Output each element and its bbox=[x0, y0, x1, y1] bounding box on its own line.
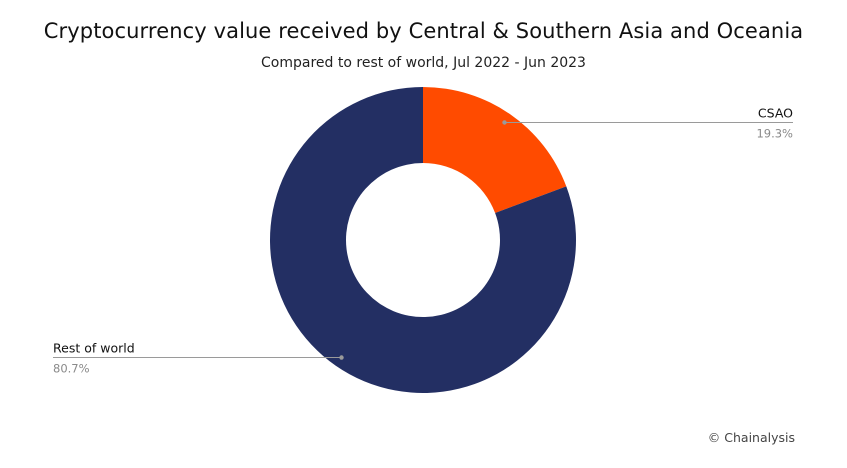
pie-slice-csao bbox=[423, 87, 567, 214]
chart-title: Cryptocurrency value received by Central… bbox=[43, 19, 804, 43]
slice-label-csao: CSAO bbox=[758, 105, 793, 120]
pie-slice-rest-of-world bbox=[269, 87, 576, 393]
leader-dot-rest-of-world bbox=[339, 355, 344, 360]
leader-dot-csao bbox=[502, 120, 507, 125]
slice-label-rest-of-world: Rest of world bbox=[53, 341, 135, 356]
chainalysis-credit: © Chainalysis bbox=[707, 430, 795, 445]
slice-value-csao: 19.3% bbox=[756, 126, 793, 140]
chart-subtitle: Compared to rest of world, Jul 2022 - Ju… bbox=[261, 55, 586, 71]
slice-value-rest-of-world: 80.7% bbox=[53, 362, 90, 376]
